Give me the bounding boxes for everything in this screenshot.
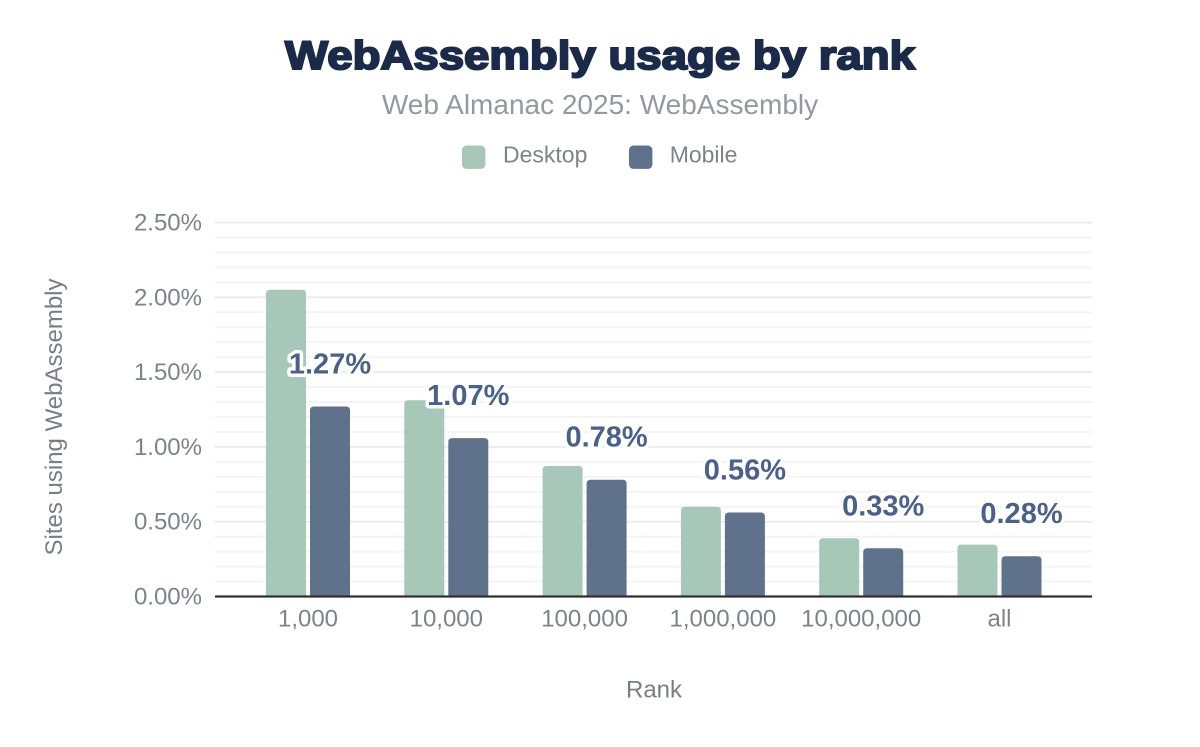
svg-text:1.07%: 1.07%: [427, 380, 509, 412]
svg-text:0.00%: 0.00%: [134, 584, 202, 611]
svg-text:all: all: [987, 606, 1011, 633]
svg-text:0.56%: 0.56%: [704, 455, 786, 487]
svg-text:0.28%: 0.28%: [980, 498, 1062, 530]
svg-text:1.50%: 1.50%: [134, 359, 202, 386]
svg-text:1.27%: 1.27%: [289, 349, 371, 381]
svg-text:0.50%: 0.50%: [134, 509, 202, 536]
svg-text:100,000: 100,000: [541, 606, 628, 633]
svg-text:2.00%: 2.00%: [134, 284, 202, 311]
svg-text:Sites using WebAssembly: Sites using WebAssembly: [41, 278, 68, 555]
svg-text:10,000,000: 10,000,000: [801, 606, 921, 633]
svg-text:0.33%: 0.33%: [842, 490, 924, 522]
svg-text:2.50%: 2.50%: [134, 210, 202, 237]
svg-text:1,000,000: 1,000,000: [670, 606, 777, 633]
svg-text:1,000: 1,000: [278, 606, 338, 633]
svg-text:10,000: 10,000: [410, 606, 483, 633]
svg-text:Desktop: Desktop: [503, 142, 587, 168]
svg-text:Rank: Rank: [626, 677, 683, 704]
svg-text:0.78%: 0.78%: [565, 422, 647, 454]
svg-text:WebAssembly usage by rank: WebAssembly usage by rank: [285, 33, 915, 78]
svg-text:Mobile: Mobile: [670, 142, 738, 168]
svg-text:1.00%: 1.00%: [134, 434, 202, 461]
svg-text:Web Almanac 2025: WebAssembly: Web Almanac 2025: WebAssembly: [382, 89, 818, 120]
